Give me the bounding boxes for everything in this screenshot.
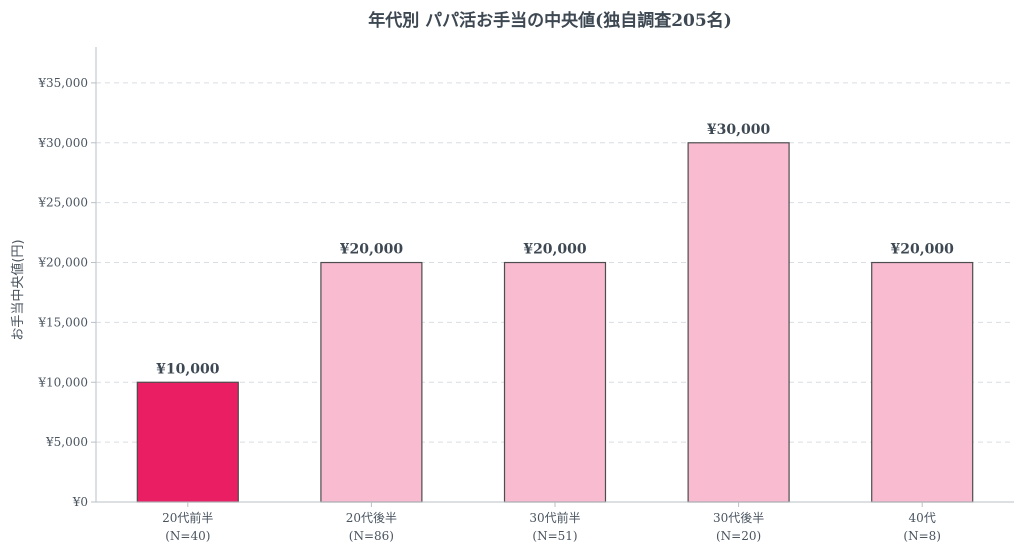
y-tick-label: ¥25,000	[37, 196, 88, 210]
x-tick-label: 40代	[909, 511, 936, 525]
y-axis-label: お手当中央値(円)	[10, 239, 26, 340]
data-label: ¥30,000	[707, 122, 771, 138]
x-tick-sample-size: (N=40)	[165, 529, 210, 543]
y-tick-label: ¥20,000	[37, 256, 88, 270]
y-axis-ticks: ¥0 ¥5,000 ¥10,000 ¥15,000 ¥20,000 ¥25,000 ¥30,…	[37, 76, 96, 509]
bar	[687, 142, 790, 503]
bar	[503, 261, 607, 503]
y-tick-label: ¥30,000	[37, 136, 88, 150]
y-tick-label: ¥10,000	[37, 375, 88, 389]
x-tick-label: 30代後半	[713, 511, 764, 525]
y-tick-label: ¥5,000	[45, 435, 88, 449]
chart-title: 年代別 パパ活お手当の中央値(独自調査205名)	[368, 10, 732, 31]
x-tick-sample-size: (N=51)	[532, 529, 577, 543]
x-tick-sample-size: (N=86)	[349, 529, 394, 543]
data-labels: ¥10,000 ¥20,000 ¥20,000 ¥30,000 ¥20,000	[156, 122, 954, 377]
x-tick-label: 20代後半	[346, 511, 397, 525]
bar	[320, 261, 423, 503]
y-tick-label: ¥35,000	[37, 76, 88, 90]
y-tick-label: ¥0	[72, 495, 88, 509]
bars	[136, 142, 974, 503]
data-label: ¥20,000	[523, 242, 587, 258]
bar	[871, 261, 974, 503]
data-label: ¥20,000	[891, 242, 955, 258]
data-label: ¥10,000	[156, 361, 220, 377]
x-tick-sample-size: (N=20)	[716, 529, 761, 543]
bar	[136, 381, 239, 503]
x-tick-label: 20代前半	[162, 510, 213, 525]
x-axis-ticks: 20代前半 (N=40) 20代後半 (N=86) 30代前半 (N=51) 30代後半 (N…	[162, 502, 941, 543]
x-tick-label: 30代前半	[529, 510, 580, 525]
x-tick-sample-size: (N=8)	[903, 529, 941, 543]
y-tick-label: ¥15,000	[37, 315, 88, 329]
data-label: ¥20,000	[340, 242, 404, 258]
